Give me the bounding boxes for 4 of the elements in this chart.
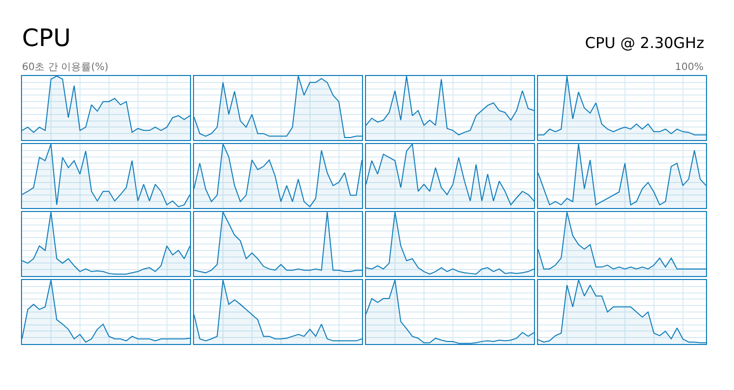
chart-title: CPU @ 2.30GHz xyxy=(585,34,704,52)
text: 100% xyxy=(675,62,704,73)
text: 60초 간 이용률(%) xyxy=(22,62,108,73)
chart-title: CPU xyxy=(22,24,71,52)
